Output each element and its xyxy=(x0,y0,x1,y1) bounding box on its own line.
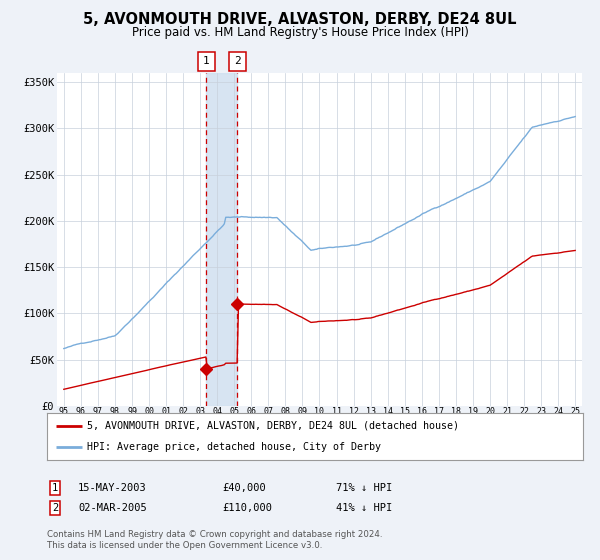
Text: Price paid vs. HM Land Registry's House Price Index (HPI): Price paid vs. HM Land Registry's House … xyxy=(131,26,469,39)
Text: 41% ↓ HPI: 41% ↓ HPI xyxy=(336,503,392,513)
Text: 15-MAY-2003: 15-MAY-2003 xyxy=(78,483,147,493)
Text: 5, AVONMOUTH DRIVE, ALVASTON, DERBY, DE24 8UL (detached house): 5, AVONMOUTH DRIVE, ALVASTON, DERBY, DE2… xyxy=(87,421,459,431)
Text: £110,000: £110,000 xyxy=(222,503,272,513)
Text: 5, AVONMOUTH DRIVE, ALVASTON, DERBY, DE24 8UL: 5, AVONMOUTH DRIVE, ALVASTON, DERBY, DE2… xyxy=(83,12,517,27)
Text: 02-MAR-2005: 02-MAR-2005 xyxy=(78,503,147,513)
Text: Contains HM Land Registry data © Crown copyright and database right 2024.
This d: Contains HM Land Registry data © Crown c… xyxy=(47,530,382,550)
Text: HPI: Average price, detached house, City of Derby: HPI: Average price, detached house, City… xyxy=(87,442,381,452)
Text: 71% ↓ HPI: 71% ↓ HPI xyxy=(336,483,392,493)
Bar xyxy=(206,73,237,406)
Text: 2: 2 xyxy=(234,57,241,66)
Text: £40,000: £40,000 xyxy=(222,483,266,493)
Text: 1: 1 xyxy=(203,57,210,66)
Text: 2: 2 xyxy=(52,503,58,513)
Text: 1: 1 xyxy=(52,483,58,493)
